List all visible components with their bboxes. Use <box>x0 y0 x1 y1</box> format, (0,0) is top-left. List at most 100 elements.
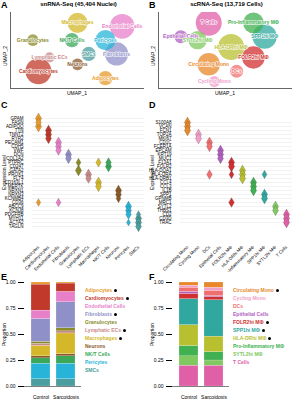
svg-text:0.00: 0.00 <box>154 383 164 389</box>
svg-text:NRXN3: NRXN3 <box>8 191 24 197</box>
svg-text:NK/T Cells: NK/T Cells <box>59 37 84 43</box>
svg-text:Pro-Inflammatory MΦ: Pro-Inflammatory MΦ <box>228 19 279 25</box>
svg-text:SYTL2hi MΦ: SYTL2hi MΦ <box>183 37 213 43</box>
svg-text:DCs: DCs <box>201 244 212 255</box>
svg-text:0.50: 0.50 <box>154 331 164 337</box>
svg-text:DCs: DCs <box>232 68 242 74</box>
svg-text:Macrophages: Macrophages <box>61 19 93 25</box>
svg-text:Endothelial Cells: Endothelial Cells <box>102 23 143 29</box>
svg-text:TRAC: TRAC <box>159 220 172 225</box>
svg-text:TNNT2: TNNT2 <box>9 131 24 137</box>
svg-text:CDH5: CDH5 <box>11 143 24 149</box>
svg-text:NK/T Cells: NK/T Cells <box>91 244 111 264</box>
svg-text:VCAN: VCAN <box>159 123 172 129</box>
svg-text:0.75: 0.75 <box>6 305 16 311</box>
html-text:snRNA-Seq (45,404 Nuclei): snRNA-Seq (45,404 Nuclei) <box>40 1 117 7</box>
svg-text:Adipocytes: Adipocytes <box>21 244 41 264</box>
svg-text:Cycling Mono: Cycling Mono <box>177 244 200 267</box>
svg-text:Epithelial Cells: Epithelial Cells <box>197 244 223 269</box>
svg-text:Granulocytes: Granulocytes <box>17 37 49 43</box>
svg-text:FLT4: FLT4 <box>13 175 24 181</box>
html-text:UMAP_2: UMAP_2 <box>150 46 156 66</box>
html-text:B: B <box>149 0 156 10</box>
svg-text:PTPRC: PTPRC <box>8 159 24 165</box>
html-text:UMAP_2: UMAP_2 <box>2 46 8 66</box>
svg-text:Fibroblasts: Fibroblasts <box>51 244 71 264</box>
svg-text:Granulocytes: Granulocytes <box>57 244 81 267</box>
svg-text:Control: Control <box>181 394 197 400</box>
svg-text:DCN: DCN <box>13 151 24 157</box>
svg-text:MYH11: MYH11 <box>8 215 24 221</box>
svg-text:ADIPOQ: ADIPOQ <box>6 123 24 129</box>
svg-text:VWF: VWF <box>13 147 24 153</box>
svg-text:PROX1: PROX1 <box>8 171 24 177</box>
svg-text:T Cells: T Cells <box>201 19 218 25</box>
svg-text:SPP1hi MΦ: SPP1hi MΦ <box>246 244 267 265</box>
svg-text:SMCs: SMCs <box>82 51 96 57</box>
svg-text:Control: Control <box>33 394 49 400</box>
svg-text:1.00: 1.00 <box>154 279 164 285</box>
svg-text:SYTL2hi MΦ: SYTL2hi MΦ <box>255 244 277 266</box>
svg-text:Expression Level: Expression Level <box>2 155 7 189</box>
svg-text:FOLR2hi MΦ: FOLR2hi MΦ <box>238 54 269 60</box>
svg-text:Proportion: Proportion <box>149 323 155 346</box>
svg-text:Proportion: Proportion <box>1 323 7 346</box>
svg-text:0.25: 0.25 <box>154 357 164 363</box>
svg-text:Adipocytes: Adipocytes <box>92 75 119 81</box>
svg-text:SPP1hi MΦ: SPP1hi MΦ <box>251 33 278 39</box>
svg-text:Circulating Mono: Circulating Mono <box>188 61 229 67</box>
svg-text:T Cells: T Cells <box>275 244 289 258</box>
svg-text:SMCs: SMCs <box>128 244 141 257</box>
html-text:UMAP_1: UMAP_1 <box>215 90 235 96</box>
svg-text:S100A8: S100A8 <box>155 119 172 125</box>
svg-text:COL1A2: COL1A2 <box>6 155 24 161</box>
svg-text:Sarcoidosis: Sarcoidosis <box>201 394 227 400</box>
svg-text:ACTA2: ACTA2 <box>9 219 24 225</box>
svg-text:HLA-DRhi MΦ: HLA-DRhi MΦ <box>214 44 247 50</box>
svg-text:CD247: CD247 <box>9 163 24 169</box>
html-text:UMAP_1: UMAP_1 <box>67 90 87 96</box>
svg-text:TTN: TTN <box>14 127 24 133</box>
svg-text:KCNJ8: KCNJ8 <box>9 207 24 213</box>
svg-text:Circulating Mono: Circulating Mono <box>161 244 190 272</box>
svg-text:PECAM1: PECAM1 <box>5 139 24 145</box>
html-text:scRNA-Seq (13,719 Cells): scRNA-Seq (13,719 Cells) <box>190 1 263 7</box>
svg-text:Neurons: Neurons <box>104 244 121 261</box>
svg-text:Fibroblasts: Fibroblasts <box>103 51 130 57</box>
svg-text:RYR2: RYR2 <box>11 135 24 141</box>
svg-text:Sarcoidosis: Sarcoidosis <box>53 394 79 400</box>
svg-text:Expression Level: Expression Level <box>150 155 155 189</box>
svg-text:0.00: 0.00 <box>6 383 16 389</box>
svg-text:KCNMB4: KCNMB4 <box>4 195 24 201</box>
svg-text:GPAM: GPAM <box>10 115 24 121</box>
svg-text:CD36: CD36 <box>12 199 24 205</box>
svg-text:TAGLN: TAGLN <box>9 224 24 229</box>
svg-text:FASN: FASN <box>11 119 24 125</box>
svg-text:Pericytes: Pericytes <box>113 244 131 262</box>
svg-text:Epithelial Cells: Epithelial Cells <box>163 33 199 40</box>
svg-text:0.50: 0.50 <box>6 331 16 337</box>
svg-text:0.75: 0.75 <box>154 305 164 311</box>
svg-text:Lymphatic ECs: Lymphatic ECs <box>65 244 91 270</box>
svg-text:GATA2: GATA2 <box>9 167 24 173</box>
svg-text:PDGFRB: PDGFRB <box>4 211 24 217</box>
svg-text:Cardiomyocytes: Cardiomyocytes <box>19 68 58 74</box>
svg-text:1.00: 1.00 <box>6 279 16 285</box>
svg-text:CD163L1: CD163L1 <box>4 179 24 185</box>
html-text:D: D <box>149 100 156 110</box>
svg-text:Pericytes: Pericytes <box>94 37 116 43</box>
svg-text:ABCC9: ABCC9 <box>8 203 24 209</box>
svg-text:NRXN1: NRXN1 <box>8 187 24 193</box>
svg-text:Neurons: Neurons <box>67 61 88 67</box>
svg-text:0.25: 0.25 <box>6 357 16 363</box>
svg-text:Macrophages: Macrophages <box>77 244 101 268</box>
html-text:A: A <box>1 0 8 10</box>
svg-text:Lymphatic ECs: Lymphatic ECs <box>32 54 68 60</box>
svg-text:MERTK: MERTK <box>7 183 24 189</box>
svg-text:Cardiomyocytes: Cardiomyocytes <box>23 244 51 271</box>
svg-text:Endothelial Cells: Endothelial Cells <box>33 244 61 272</box>
svg-text:HLA-DRhi MΦ: HLA-DRhi MΦ <box>220 244 245 269</box>
svg-text:Cycling Mono: Cycling Mono <box>198 78 231 84</box>
svg-text:FOLR2hi MΦ: FOLR2hi MΦ <box>210 244 234 267</box>
html-text:C: C <box>1 100 8 110</box>
